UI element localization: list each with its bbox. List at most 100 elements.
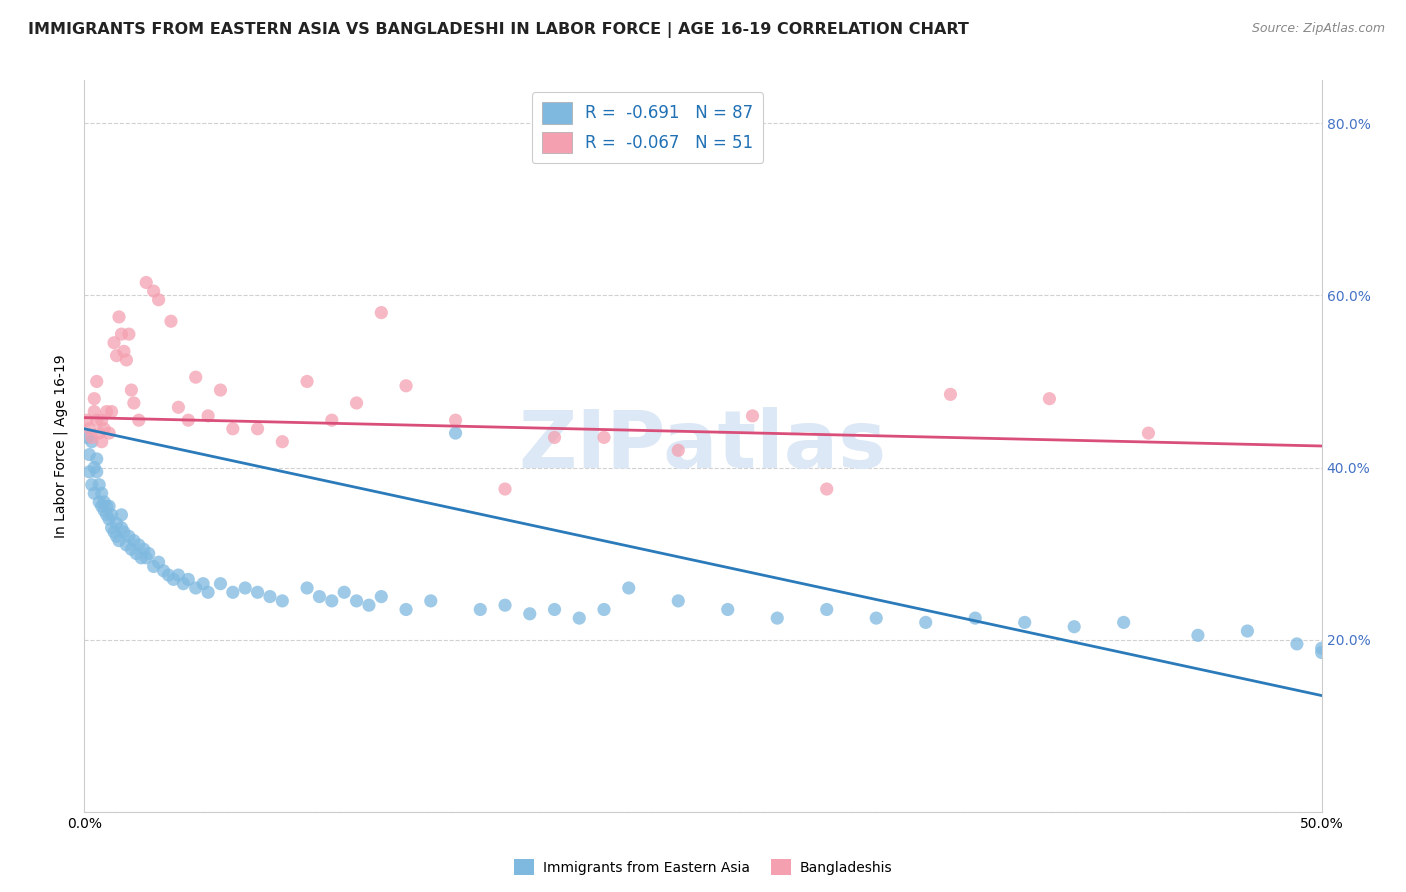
Point <box>89 426 111 441</box>
Point <box>1310 646 1333 660</box>
Point <box>103 335 125 350</box>
Point <box>333 585 356 599</box>
Point <box>444 426 467 441</box>
Point <box>110 521 132 535</box>
Point <box>543 430 565 444</box>
Point <box>1014 615 1036 630</box>
Point <box>568 611 591 625</box>
Point <box>115 538 138 552</box>
Point <box>295 581 318 595</box>
Point <box>321 594 343 608</box>
Point <box>112 344 135 359</box>
Point <box>100 508 122 522</box>
Point <box>766 611 789 625</box>
Point <box>167 568 190 582</box>
Point <box>295 375 318 389</box>
Point <box>152 564 174 578</box>
Point <box>346 396 368 410</box>
Point <box>1063 620 1085 634</box>
Text: Source: ZipAtlas.com: Source: ZipAtlas.com <box>1251 22 1385 36</box>
Point <box>129 550 152 565</box>
Point <box>593 602 616 616</box>
Point <box>444 413 467 427</box>
Point <box>90 500 112 514</box>
Point <box>110 508 132 522</box>
Legend: R =  -0.691   N = 87, R =  -0.067   N = 51: R = -0.691 N = 87, R = -0.067 N = 51 <box>531 92 763 163</box>
Legend: Immigrants from Eastern Asia, Bangladeshis: Immigrants from Eastern Asia, Bangladesh… <box>508 854 898 880</box>
Point <box>80 434 103 449</box>
Point <box>914 615 936 630</box>
Point <box>86 413 108 427</box>
Point <box>815 482 838 496</box>
Point <box>494 598 516 612</box>
Point <box>148 555 170 569</box>
Point <box>233 581 256 595</box>
Point <box>103 524 125 539</box>
Point <box>83 404 105 418</box>
Point <box>138 547 160 561</box>
Point <box>125 547 148 561</box>
Point <box>370 305 392 319</box>
Point <box>135 550 157 565</box>
Point <box>105 516 128 531</box>
Point <box>105 349 128 363</box>
Point <box>122 396 145 410</box>
Point <box>395 378 418 392</box>
Point <box>76 430 98 444</box>
Point <box>717 602 740 616</box>
Point <box>1187 628 1209 642</box>
Point <box>191 576 214 591</box>
Point <box>184 370 207 384</box>
Point <box>100 521 122 535</box>
Point <box>259 590 281 604</box>
Point <box>80 430 103 444</box>
Point <box>90 413 112 427</box>
Point <box>79 465 101 479</box>
Point <box>741 409 763 423</box>
Point <box>209 576 232 591</box>
Point <box>122 533 145 548</box>
Point <box>271 594 294 608</box>
Point <box>86 451 108 466</box>
Point <box>519 607 541 621</box>
Point <box>120 383 142 397</box>
Point <box>939 387 962 401</box>
Point <box>357 598 380 612</box>
Point <box>89 477 111 491</box>
Point <box>865 611 887 625</box>
Point <box>177 573 200 587</box>
Point <box>96 500 118 514</box>
Point <box>543 602 565 616</box>
Point <box>96 508 118 522</box>
Point <box>246 585 269 599</box>
Point <box>132 542 155 557</box>
Point <box>148 293 170 307</box>
Point <box>142 284 165 298</box>
Point <box>118 327 141 342</box>
Point <box>177 413 200 427</box>
Point <box>90 434 112 449</box>
Point <box>965 611 987 625</box>
Point <box>1137 426 1160 441</box>
Point <box>93 422 115 436</box>
Point <box>76 413 98 427</box>
Point <box>83 486 105 500</box>
Y-axis label: In Labor Force | Age 16-19: In Labor Force | Age 16-19 <box>53 354 69 538</box>
Point <box>1285 637 1308 651</box>
Point <box>100 404 122 418</box>
Point <box>79 448 101 462</box>
Point <box>112 524 135 539</box>
Point <box>96 404 118 418</box>
Point <box>142 559 165 574</box>
Point <box>118 529 141 543</box>
Point <box>1310 641 1333 656</box>
Point <box>90 486 112 500</box>
Point <box>93 495 115 509</box>
Point <box>370 590 392 604</box>
Point <box>83 392 105 406</box>
Point <box>89 495 111 509</box>
Point <box>494 482 516 496</box>
Point <box>184 581 207 595</box>
Point <box>1236 624 1258 638</box>
Point <box>593 430 616 444</box>
